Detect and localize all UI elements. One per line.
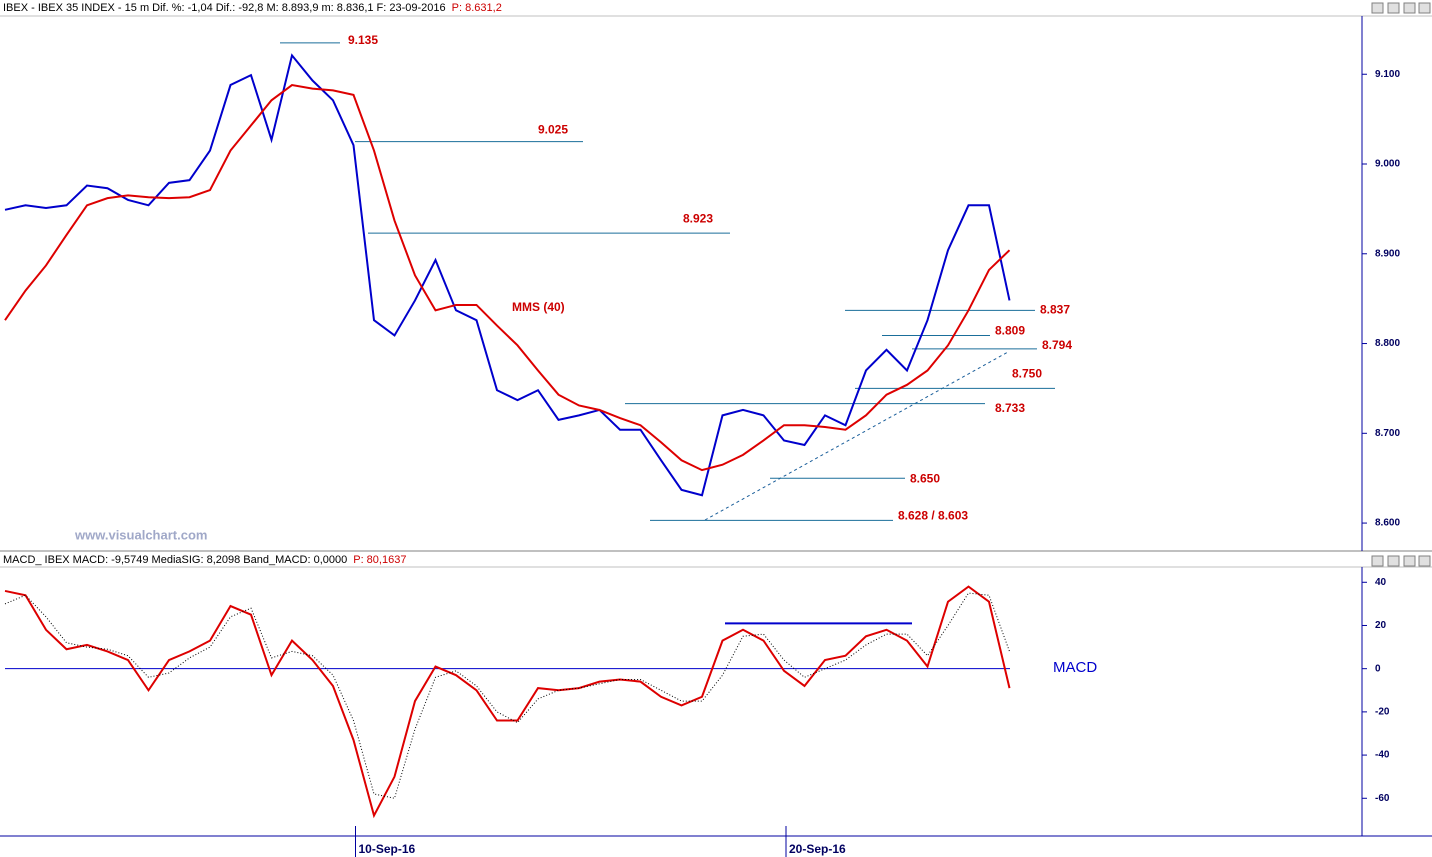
close-button[interactable] [1418,555,1431,567]
minimize-button[interactable] [1371,555,1384,567]
restore-button[interactable] [1403,2,1416,14]
y-tick-label: 8.600 [1375,518,1400,529]
trend-line [704,351,1009,521]
y-tick-label: 40 [1375,577,1387,588]
y-tick-label: 8.800 [1375,338,1400,349]
level-label: 8.628 / 8.603 [898,509,968,523]
y-tick-label: 9.000 [1375,159,1400,170]
y-tick-label: -20 [1375,707,1390,718]
series-line [4,53,1011,497]
watermark: www.visualchart.com [74,527,207,542]
x-tick-label: 10-Sep-16 [359,842,416,856]
level-label: 9.135 [348,33,378,47]
level-label: 8.809 [995,324,1025,338]
series-line [4,83,1011,472]
x-tick-label: 20-Sep-16 [789,842,846,856]
minimize-button[interactable] [1371,2,1384,14]
level-label: 8.794 [1042,338,1072,352]
restore-button[interactable] [1403,555,1416,567]
close-button[interactable] [1418,2,1431,14]
y-tick-label: 8.900 [1375,248,1400,259]
level-label: 8.837 [1040,302,1070,316]
series-label: MMS (40) [512,300,565,314]
series-label: MACD [1053,659,1097,676]
level-label: 8.650 [910,471,940,485]
panel-title: MACD_ IBEX MACD: -9,5749 MediaSIG: 8,209… [3,554,347,566]
series-line [4,585,1011,819]
panel-value: P: 80,1637 [353,554,406,566]
y-tick-label: 8.700 [1375,428,1400,439]
chart-title: IBEX - IBEX 35 INDEX - 15 m Dif. %: -1,0… [3,2,446,14]
y-tick-label: -40 [1375,750,1390,761]
y-tick-label: -60 [1375,793,1390,804]
y-tick-label: 0 [1375,663,1381,674]
y-tick-label: 20 [1375,620,1387,631]
level-label: 8.733 [995,401,1025,415]
level-label: 8.750 [1012,367,1042,381]
window-buttons[interactable] [1371,2,1431,567]
maximize-button[interactable] [1387,555,1400,567]
level-label: 9.025 [538,123,568,137]
maximize-button[interactable] [1387,2,1400,14]
y-tick-label: 9.100 [1375,69,1400,80]
level-label: 8.923 [683,211,713,225]
last-price: P: 8.631,2 [452,2,502,14]
